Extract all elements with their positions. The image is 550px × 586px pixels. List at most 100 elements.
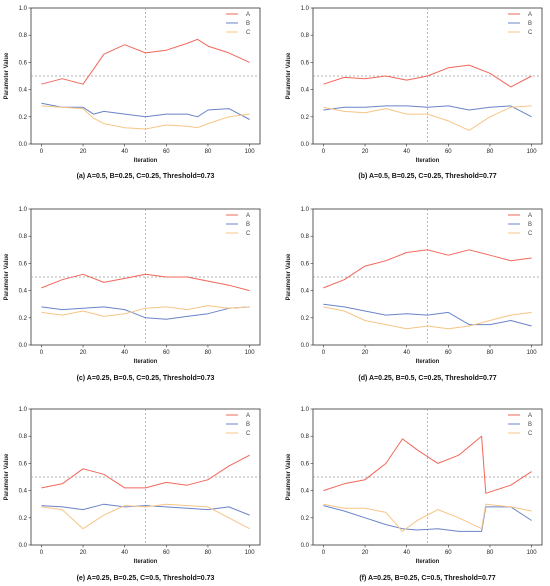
x-tick-label: 40 xyxy=(403,149,410,155)
x-tick-label: 60 xyxy=(163,149,170,155)
x-tick-label: 80 xyxy=(487,149,494,155)
legend-label-c: C xyxy=(528,231,533,237)
y-axis-title: Parameter Value xyxy=(286,253,292,300)
y-tick-label: 0.2 xyxy=(19,316,28,322)
y-tick-label: 0.8 xyxy=(301,234,310,240)
y-tick-label: 0.8 xyxy=(19,234,28,240)
legend-label-b: B xyxy=(246,422,250,428)
series-line-a xyxy=(323,249,532,289)
x-tick-label: 20 xyxy=(80,350,87,356)
x-axis-title: Iteration xyxy=(134,158,158,164)
x-tick-label: 60 xyxy=(445,550,452,556)
y-tick-label: 0.4 xyxy=(301,88,310,94)
legend-label-b: B xyxy=(528,422,532,428)
y-tick-label: 0.2 xyxy=(301,115,310,121)
y-tick-label: 0.8 xyxy=(301,33,310,39)
series-line-b xyxy=(41,102,250,120)
x-tick-label: 60 xyxy=(445,350,452,356)
y-tick-label: 0.6 xyxy=(301,60,310,66)
y-tick-label: 1.0 xyxy=(301,207,310,213)
chart-b: 0.0 0.2 0.4 0.6 0.8 1.0 0 20 40 60 80 100 ABC Iterati… xyxy=(286,6,543,180)
series-line-a xyxy=(41,38,250,85)
series-line-c xyxy=(323,105,532,131)
legend-label-b: B xyxy=(246,222,250,228)
x-tick-label: 40 xyxy=(121,149,128,155)
legend-label-c: C xyxy=(246,431,251,437)
y-tick-label: 0.6 xyxy=(19,60,28,66)
y-tick-label: 0.4 xyxy=(301,289,310,295)
series-line-b xyxy=(41,306,250,320)
y-tick-label: 0.0 xyxy=(301,343,310,349)
x-tick-label: 100 xyxy=(245,550,256,556)
y-tick-label: 0.8 xyxy=(301,434,310,440)
series-line-a xyxy=(41,273,250,292)
y-tick-label: 1.0 xyxy=(301,6,310,12)
y-tick-label: 0.0 xyxy=(19,142,28,148)
x-tick-label: 60 xyxy=(163,550,170,556)
x-tick-label: 100 xyxy=(527,550,538,556)
x-tick-label: 40 xyxy=(121,350,128,356)
x-tick-label: 0 xyxy=(40,550,44,556)
y-axis-title: Parameter Value xyxy=(4,453,10,500)
y-axis-title: Parameter Value xyxy=(286,453,292,500)
series-line-c xyxy=(41,105,250,130)
x-tick-label: 80 xyxy=(487,350,494,356)
y-tick-label: 0.8 xyxy=(19,434,28,440)
chart-caption: (a) A=0.5, B=0.25, C=0.25, Threshold=0.7… xyxy=(77,173,215,180)
x-tick-label: 60 xyxy=(163,350,170,356)
y-axis-title: Parameter Value xyxy=(4,52,10,99)
x-axis-title: Iteration xyxy=(416,559,440,565)
chart-caption: (c) A=0.25, B=0.5, C=0.25, Threshold=0.7… xyxy=(77,375,215,382)
x-tick-label: 0 xyxy=(322,550,326,556)
x-tick-label: 20 xyxy=(80,550,87,556)
chart-caption: (b) A=0.5, B=0.25, C=0.25, Threshold=0.7… xyxy=(358,173,496,180)
series-line-a xyxy=(323,435,532,494)
y-tick-label: 0.0 xyxy=(19,343,28,349)
x-tick-label: 80 xyxy=(205,550,212,556)
x-tick-label: 20 xyxy=(80,149,87,155)
x-tick-label: 80 xyxy=(205,149,212,155)
x-tick-label: 100 xyxy=(527,350,538,356)
legend-label-a: A xyxy=(528,413,532,419)
y-tick-label: 0.0 xyxy=(301,543,310,549)
chart-caption: (d) A=0.25, B=0.5, C=0.25, Threshold=0.7… xyxy=(358,375,496,382)
legend-label-b: B xyxy=(246,21,250,27)
chart-c: 0.0 0.2 0.4 0.6 0.8 1.0 0 20 40 60 80 100 ABC Iterati… xyxy=(4,207,261,382)
series-line-b xyxy=(323,105,532,118)
y-axis-title: Parameter Value xyxy=(4,253,10,300)
chart-f: 0.0 0.2 0.4 0.6 0.8 1.0 0 20 40 60 80 100 ABC Iterati… xyxy=(286,407,543,582)
series-line-a xyxy=(41,454,250,489)
chart-e: 0.0 0.2 0.4 0.6 0.8 1.0 0 20 40 60 80 100 ABC Iterati… xyxy=(4,407,261,582)
series-line-b xyxy=(323,505,532,532)
legend-label-c: C xyxy=(528,431,533,437)
legend-label-a: A xyxy=(246,12,250,18)
x-tick-label: 100 xyxy=(245,149,256,155)
y-tick-label: 0.4 xyxy=(19,289,28,295)
chart-caption: (f) A=0.25, B=0.25, C=0.5, Threshold=0.7… xyxy=(359,575,495,582)
x-tick-label: 60 xyxy=(445,149,452,155)
y-tick-label: 0.6 xyxy=(301,461,310,467)
x-tick-label: 20 xyxy=(362,350,369,356)
y-tick-label: 1.0 xyxy=(19,407,28,413)
x-tick-label: 40 xyxy=(403,550,410,556)
legend-label-a: A xyxy=(246,413,250,419)
series-line-c xyxy=(41,503,250,530)
legend-label-b: B xyxy=(528,21,532,27)
series-line-c xyxy=(323,306,532,330)
x-axis-title: Iteration xyxy=(416,359,440,365)
y-tick-label: 0.6 xyxy=(301,261,310,267)
series-line-b xyxy=(41,503,250,516)
x-tick-label: 0 xyxy=(40,149,44,155)
y-tick-label: 1.0 xyxy=(301,407,310,413)
x-tick-label: 20 xyxy=(362,149,369,155)
x-tick-label: 0 xyxy=(322,350,326,356)
x-axis-title: Iteration xyxy=(134,359,158,365)
legend-label-a: A xyxy=(528,12,532,18)
x-tick-label: 80 xyxy=(205,350,212,356)
y-tick-label: 0.4 xyxy=(301,489,310,495)
series-line-b xyxy=(323,303,532,327)
series-line-c xyxy=(323,503,532,532)
y-tick-label: 0.4 xyxy=(19,489,28,495)
legend-label-a: A xyxy=(528,213,532,219)
